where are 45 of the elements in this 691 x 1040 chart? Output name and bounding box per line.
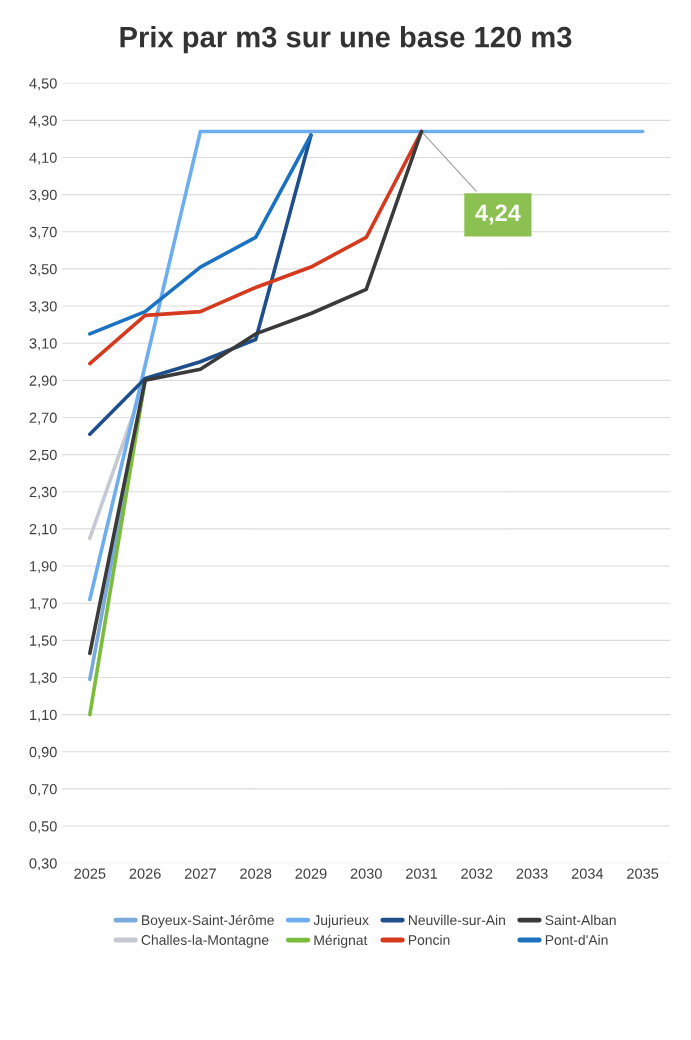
legend-label: Mérignat bbox=[314, 934, 368, 948]
y-tick-label: 0,30 bbox=[29, 858, 57, 871]
legend-label: Poncin bbox=[408, 934, 450, 945]
y-tick-label: 3,70 bbox=[29, 226, 57, 239]
y-tick-label: 1,90 bbox=[30, 561, 57, 574]
x-tick-label: 2032 bbox=[461, 868, 493, 879]
y-tick-label: 2,30 bbox=[29, 486, 57, 499]
line-series bbox=[88, 133, 313, 336]
legend-label: Challes-la-Montagne bbox=[141, 934, 269, 948]
x-tick-label: 2031 bbox=[406, 868, 438, 879]
x-tick-label: 2034 bbox=[571, 868, 604, 879]
y-tick-label: 2,70 bbox=[29, 412, 57, 425]
y-tick-label: 0,70 bbox=[29, 784, 57, 797]
y-tick-label: 1,50 bbox=[30, 635, 57, 648]
x-tick-label: 2025 bbox=[74, 868, 106, 879]
y-tick-label: 1,70 bbox=[30, 598, 57, 611]
y-tick-label: 2,10 bbox=[29, 524, 57, 537]
x-tick-label: 2030 bbox=[350, 868, 382, 879]
legend-label: Neuville-sur-Ain bbox=[408, 914, 505, 926]
annotation: 4,24 bbox=[475, 204, 521, 225]
chart-title: Prix par m3 sur une base 120 m3 bbox=[120, 26, 572, 54]
y-tick-label: 1,30 bbox=[30, 672, 57, 685]
y-tick-label: 1,10 bbox=[30, 709, 57, 722]
x-tick-label: 2028 bbox=[240, 868, 272, 879]
y-tick-label: 3,90 bbox=[29, 189, 57, 202]
x-tick-label: 2026 bbox=[129, 868, 161, 879]
legend-label: Boyeux-Saint-Jérôme bbox=[142, 914, 274, 928]
legend-label: Jujurieux bbox=[313, 914, 369, 928]
y-tick-label: 4,30 bbox=[29, 115, 57, 128]
y-tick-label: 2,90 bbox=[29, 375, 57, 388]
y-tick-label: 4,50 bbox=[29, 78, 57, 91]
legend-label: Pont-d'Ain bbox=[545, 934, 608, 945]
x-tick-label: 2035 bbox=[627, 868, 659, 879]
x-tick-label: 2033 bbox=[516, 868, 548, 879]
line-series bbox=[88, 129, 424, 656]
y-tick-label: 2,50 bbox=[29, 449, 57, 462]
y-tick-label: 4,10 bbox=[29, 152, 57, 165]
x-tick-label: 2029 bbox=[295, 868, 327, 879]
x-tick-label: 2027 bbox=[184, 868, 216, 879]
y-tick-label: 0,90 bbox=[29, 746, 57, 759]
legend-label: Saint-Alban bbox=[545, 914, 616, 926]
y-tick-label: 3,30 bbox=[29, 301, 57, 314]
y-tick-label: 3,10 bbox=[29, 338, 57, 351]
y-tick-label: 3,50 bbox=[29, 264, 57, 277]
y-tick-label: 0,50 bbox=[29, 821, 57, 834]
